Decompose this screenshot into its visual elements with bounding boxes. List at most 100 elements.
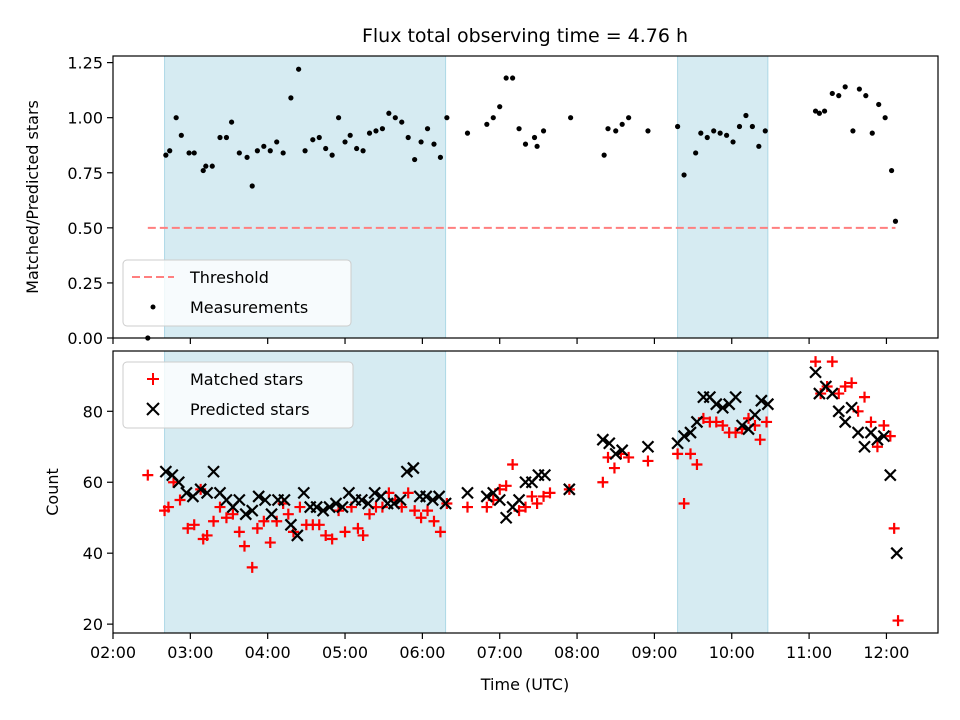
top-dot-point-30 — [347, 132, 353, 138]
top-dot-point-7 — [200, 167, 206, 174]
top-dot-point-29 — [342, 139, 348, 145]
bottom-x-point-38 — [407, 461, 420, 475]
bottom-x-point-47 — [493, 493, 506, 507]
top-dot-point-38 — [399, 119, 405, 125]
top-dot-point-77 — [762, 128, 768, 134]
top-dot-point-12 — [228, 119, 235, 125]
top-dot-point-23 — [302, 148, 308, 154]
bottom-x-point-7 — [207, 465, 220, 478]
top-dot-point-16 — [254, 148, 260, 154]
top-dot-point-60 — [613, 128, 619, 134]
bottom-x-point-59 — [615, 444, 629, 457]
top-dot-point-28 — [335, 115, 342, 121]
top-legend-box — [122, 259, 352, 327]
bottom-x-point-11 — [233, 493, 246, 507]
top-dot-point-39 — [405, 134, 411, 141]
bottom-x-point-23 — [310, 500, 323, 514]
bottom-plus-point-55 — [520, 501, 531, 513]
bottom-plus-point-49 — [481, 501, 493, 513]
bottom-legend: Matched stars Predicted stars — [122, 361, 354, 429]
top-dot-point-6 — [191, 150, 197, 156]
top-dot-point-68 — [704, 134, 710, 141]
top-dot-point-44 — [437, 154, 444, 160]
top-dot-point-9 — [209, 163, 215, 169]
top-dot-point-56 — [540, 128, 547, 134]
bottom-x-point-0 — [159, 465, 173, 478]
top-dot-point-64 — [675, 123, 681, 130]
bottom-plus-point-93 — [878, 419, 890, 431]
top-y-tick-label-4: 1.00 — [67, 109, 103, 128]
top-dot-point-32 — [360, 148, 366, 154]
bottom-x-point-25 — [323, 500, 336, 514]
top-dot-point-18 — [267, 148, 273, 154]
bottom-plus-point-11 — [214, 501, 226, 513]
bottom-plus-point-70 — [691, 459, 703, 471]
top-dot-point-35 — [379, 126, 386, 132]
x-tick-label-1: 03:00 — [167, 643, 213, 662]
bottom-plus-point-56 — [526, 490, 538, 502]
bottom-plus-point-9 — [201, 529, 213, 541]
bottom-x-point-19 — [284, 518, 298, 532]
top-dot-point-36 — [386, 110, 392, 116]
bottom-plus-point-90 — [859, 391, 871, 403]
top-dot-point-24 — [310, 137, 316, 143]
top-dot-point-78 — [812, 108, 819, 114]
top-dot-point-43 — [431, 141, 437, 147]
legend-predicted-label: Predicted stars — [190, 400, 310, 419]
bottom-x-point-82 — [845, 401, 858, 415]
bottom-plus-point-2 — [162, 501, 174, 513]
top-dot-point-81 — [829, 90, 835, 97]
top-y-tick-label-3: 0.75 — [67, 164, 103, 183]
bottom-x-point-3 — [180, 486, 193, 500]
bottom-x-point-43 — [439, 497, 452, 510]
bottom-legend-box — [122, 361, 354, 429]
bottom-x-point-18 — [278, 493, 291, 507]
top-dot-point-27 — [329, 152, 335, 158]
legend-matched-label: Matched stars — [190, 370, 303, 389]
bottom-series-1 — [159, 366, 904, 560]
x-tick-label-3: 05:00 — [322, 643, 368, 662]
bottom-plus-point-52 — [500, 480, 512, 492]
bottom-plus-point-15 — [238, 540, 250, 552]
top-shaded-interval-1 — [677, 55, 769, 339]
top-legend: Threshold Measurements — [122, 259, 352, 327]
bottom-plus-point-96 — [892, 615, 904, 627]
top-dot-point-14 — [244, 154, 250, 160]
bottom-x-point-41 — [426, 493, 439, 507]
top-dot-point-58 — [601, 152, 607, 158]
bottom-plus-point-0 — [142, 469, 154, 481]
bottom-x-point-37 — [400, 465, 414, 478]
bottom-x-point-63 — [684, 426, 697, 439]
bottom-plus-point-33 — [352, 522, 364, 534]
bottom-plus-point-17 — [251, 522, 263, 534]
top-dot-point-40 — [412, 156, 418, 163]
bottom-x-point-57 — [603, 436, 616, 450]
top-dot-point-33 — [366, 130, 373, 136]
top-dot-point-45 — [444, 115, 450, 121]
x-tick-label-0: 02:00 — [90, 643, 136, 662]
top-dot-point-84 — [850, 128, 856, 134]
bottom-plus-point-35 — [364, 508, 376, 520]
top-y-tick-label-0: 0.00 — [67, 329, 103, 348]
top-dot-point-34 — [373, 128, 379, 134]
bottom-x-point-87 — [877, 429, 891, 443]
bottom-y-tick-label-3: 80 — [83, 402, 103, 421]
top-dot-point-5 — [186, 150, 192, 156]
bottom-plus-point-14 — [233, 526, 245, 538]
bottom-x-point-70 — [729, 390, 742, 404]
top-dot-point-19 — [274, 139, 280, 145]
bottom-x-point-2 — [172, 475, 186, 489]
bottom-x-point-50 — [512, 493, 526, 507]
bottom-x-point-15 — [258, 493, 272, 507]
bottom-plus-point-16 — [246, 561, 258, 573]
bottom-x-point-20 — [291, 529, 304, 542]
bottom-plus-point-19 — [264, 537, 276, 549]
bottom-x-point-60 — [641, 440, 655, 454]
top-dot-point-49 — [497, 104, 503, 110]
top-dot-point-90 — [888, 167, 895, 174]
top-dot-point-20 — [280, 150, 286, 156]
bottom-x-point-14 — [252, 490, 265, 503]
bottom-plus-point-24 — [294, 501, 306, 513]
bottom-plus-point-41 — [402, 487, 414, 499]
